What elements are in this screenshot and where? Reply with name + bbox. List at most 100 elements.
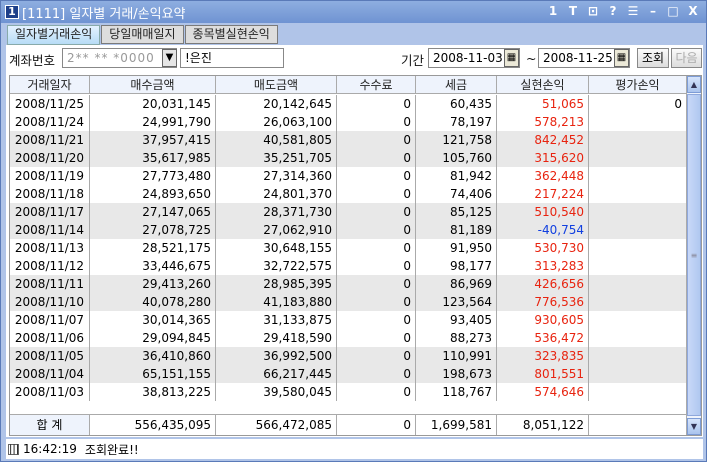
cell-buy-amount: 28,521,175: [90, 239, 216, 257]
total-buy-amount: 556,435,095: [90, 415, 216, 435]
start-date-input[interactable]: 2008-11-03: [428, 48, 520, 68]
scroll-down-icon[interactable]: ▼: [687, 418, 701, 435]
cell-buy-amount: 29,094,845: [90, 329, 216, 347]
scroll-thumb[interactable]: ≡: [687, 94, 701, 416]
next-button[interactable]: 다음: [671, 48, 702, 68]
cell-commission: 0: [337, 239, 416, 257]
table-row[interactable]: 2008/11/04 65,151,155 66,217,445 0 198,673 80…: [10, 365, 687, 383]
table-row[interactable]: 2008/11/03 38,813,225 39,580,045 0 118,767 57…: [10, 383, 687, 401]
cell-commission: 0: [337, 293, 416, 311]
menu-icon[interactable]: ☰: [627, 4, 639, 18]
query-button[interactable]: 조회: [637, 48, 669, 68]
minimize-icon[interactable]: –: [650, 4, 656, 18]
cell-realized-pnl: 574,646: [497, 383, 589, 401]
cell-buy-amount: 35,617,985: [90, 149, 216, 167]
calendar-icon[interactable]: ▦: [614, 49, 629, 67]
cell-tax: 81,189: [416, 221, 497, 239]
header-commission[interactable]: 수수료: [337, 76, 416, 94]
cell-sell-amount: 40,581,805: [216, 131, 337, 149]
cell-buy-amount: 20,031,145: [90, 95, 216, 113]
tab-realized-by-stock[interactable]: 종목별실현손익: [184, 25, 278, 44]
cell-trade-date: 2008/11/17: [10, 203, 90, 221]
close-icon[interactable]: X: [688, 4, 698, 18]
cell-realized-pnl: 51,065: [497, 95, 589, 113]
calendar-icon[interactable]: ▦: [504, 49, 519, 67]
table-row[interactable]: 2008/11/12 33,446,675 32,722,575 0 98,177 313…: [10, 257, 687, 275]
screen-number-icon: 1: [5, 5, 19, 19]
end-date-input[interactable]: 2008-11-25: [538, 48, 630, 68]
cell-sell-amount: 66,217,445: [216, 365, 337, 383]
table-row[interactable]: 2008/11/05 36,410,860 36,992,500 0 110,991 32…: [10, 347, 687, 365]
cell-tax: 88,273: [416, 329, 497, 347]
cell-sell-amount: 27,062,910: [216, 221, 337, 239]
table-row[interactable]: 2008/11/18 24,893,650 24,801,370 0 74,406 217…: [10, 185, 687, 203]
help-icon[interactable]: ?: [609, 4, 617, 18]
account-select[interactable]: 2** ** *0000: [62, 48, 177, 68]
cell-commission: 0: [337, 113, 416, 131]
table-row[interactable]: 2008/11/11 29,413,260 28,985,395 0 86,969 426…: [10, 275, 687, 293]
table-row[interactable]: 2008/11/24 24,991,790 26,063,100 0 78,197 578…: [10, 113, 687, 131]
header-tax[interactable]: 세금: [416, 76, 497, 94]
table-row[interactable]: 2008/11/21 37,957,415 40,581,805 0 121,758 84…: [10, 131, 687, 149]
cell-sell-amount: 28,985,395: [216, 275, 337, 293]
table-row[interactable]: 2008/11/13 28,521,175 30,648,155 0 91,950 530…: [10, 239, 687, 257]
table-row[interactable]: 2008/11/25 20,031,145 20,142,645 0 60,435 51,…: [10, 95, 687, 113]
cell-sell-amount: 30,648,155: [216, 239, 337, 257]
cell-realized-pnl: 323,835: [497, 347, 589, 365]
period-label: 기간: [401, 53, 425, 68]
cell-realized-pnl: -40,754: [497, 221, 589, 239]
header-buy-amount[interactable]: 매수금액: [90, 76, 216, 94]
total-row: 합 계 556,435,095 566,472,085 0 1,699,581 8,051…: [10, 414, 687, 435]
total-realized-pnl: 8,051,122: [497, 415, 589, 435]
text-icon[interactable]: T: [568, 4, 578, 18]
header-sell-amount[interactable]: 매도금액: [216, 76, 337, 94]
cell-trade-date: 2008/11/19: [10, 167, 90, 185]
table-row[interactable]: 2008/11/17 27,147,065 28,371,730 0 85,125 510…: [10, 203, 687, 221]
cell-tax: 85,125: [416, 203, 497, 221]
scroll-up-icon[interactable]: ▲: [687, 76, 701, 93]
cell-valuation-pnl: [589, 311, 687, 329]
header-trade-date[interactable]: 거래일자: [10, 76, 90, 94]
tab-daily-journal[interactable]: 당일매매일지: [101, 25, 184, 44]
cell-realized-pnl: 530,730: [497, 239, 589, 257]
cell-tax: 91,950: [416, 239, 497, 257]
cell-sell-amount: 36,992,500: [216, 347, 337, 365]
cell-valuation-pnl: 0: [589, 95, 687, 113]
header-realized-pnl[interactable]: 실현손익: [497, 76, 589, 94]
table-row[interactable]: 2008/11/07 30,014,365 31,133,875 0 93,405 930…: [10, 311, 687, 329]
pnl-table: 거래일자 매수금액 매도금액 수수료 세금 실현손익 평가손익 2008/11/25 20,0…: [9, 75, 702, 436]
cell-realized-pnl: 776,536: [497, 293, 589, 311]
table-row[interactable]: 2008/11/20 35,617,985 35,251,705 0 105,760 31…: [10, 149, 687, 167]
cell-valuation-pnl: [589, 131, 687, 149]
cell-tax: 118,767: [416, 383, 497, 401]
tab-daily-trade-pnl[interactable]: 일자별거래손익: [7, 25, 101, 45]
cell-valuation-pnl: [589, 203, 687, 221]
table-row[interactable]: 2008/11/06 29,094,845 29,418,590 0 88,273 536…: [10, 329, 687, 347]
cell-sell-amount: 31,133,875: [216, 311, 337, 329]
window-link-icon[interactable]: ⊡: [587, 4, 599, 18]
cell-valuation-pnl: [589, 383, 687, 401]
dropdown-arrow-icon[interactable]: ▼: [162, 49, 177, 67]
cell-buy-amount: 36,410,860: [90, 347, 216, 365]
cell-trade-date: 2008/11/18: [10, 185, 90, 203]
cell-sell-amount: 35,251,705: [216, 149, 337, 167]
table-row[interactable]: 2008/11/10 40,078,280 41,183,880 0 123,564 77…: [10, 293, 687, 311]
header-valuation-pnl[interactable]: 평가손익: [589, 76, 687, 94]
cell-tax: 86,969: [416, 275, 497, 293]
table-row[interactable]: 2008/11/19 27,773,480 27,314,360 0 81,942 362…: [10, 167, 687, 185]
table-row[interactable]: 2008/11/14 27,078,725 27,062,910 0 81,189 -40…: [10, 221, 687, 239]
maximize-icon[interactable]: □: [667, 4, 679, 18]
cell-valuation-pnl: [589, 293, 687, 311]
cell-tax: 78,197: [416, 113, 497, 131]
title-bar[interactable]: 1 [1111] 일자별 거래/손익요약 1 T ⊡ ? ☰ – □ X: [1, 1, 706, 23]
table-header: 거래일자 매수금액 매도금액 수수료 세금 실현손익 평가손익: [10, 76, 687, 94]
cell-sell-amount: 32,722,575: [216, 257, 337, 275]
link-number-icon[interactable]: 1: [548, 4, 558, 18]
vertical-scrollbar[interactable]: ▲ ≡ ▼: [686, 76, 701, 435]
cell-realized-pnl: 536,472: [497, 329, 589, 347]
cell-realized-pnl: 510,540: [497, 203, 589, 221]
cell-tax: 198,673: [416, 365, 497, 383]
cell-valuation-pnl: [589, 329, 687, 347]
status-message: 조회완료!!: [84, 442, 139, 457]
